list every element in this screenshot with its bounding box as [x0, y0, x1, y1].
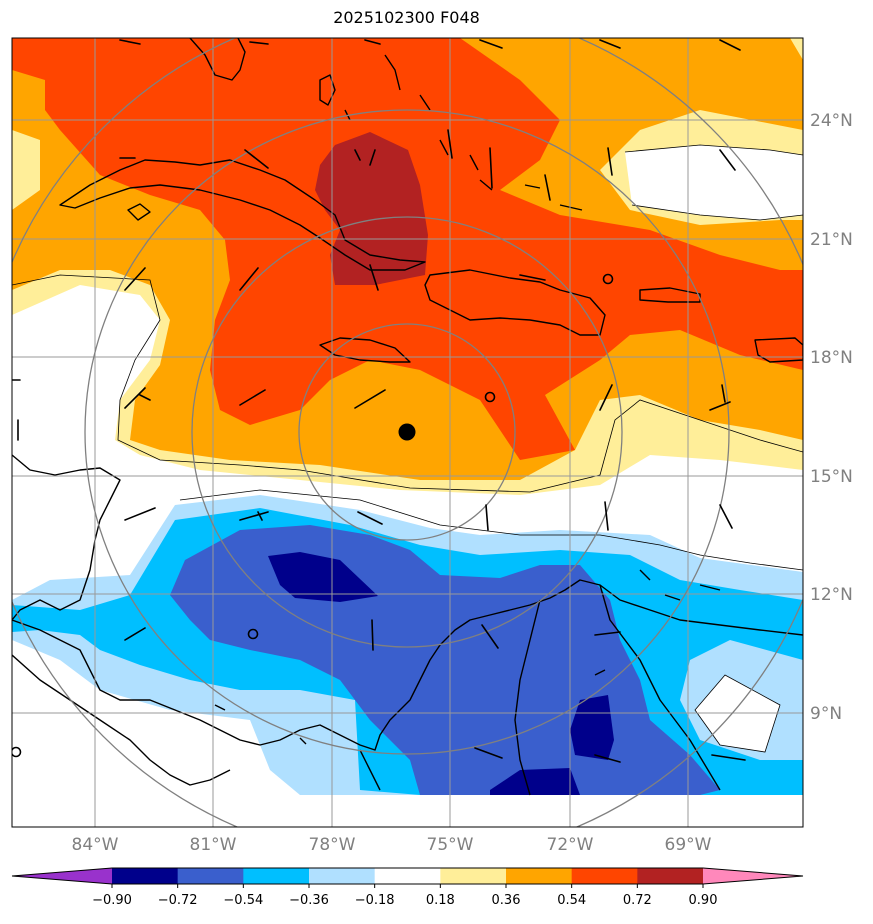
map-fields [12, 38, 803, 827]
calm-markers [12, 273, 614, 758]
colorbar-tick-label: 0.36 [492, 893, 521, 908]
range-rings [12, 38, 803, 827]
colorbar-swatch [637, 868, 704, 884]
lon-label: 69°W [665, 835, 712, 855]
colorbar-swatch [309, 868, 376, 884]
lat-label: 18°N [810, 348, 853, 368]
colorbar-swatch [374, 868, 441, 884]
colorbar-extend-high [703, 868, 803, 884]
colorbar-tick-label: 0.72 [623, 893, 652, 908]
colorbar-tick-label: −0.36 [289, 893, 329, 908]
field-navy [490, 768, 580, 795]
colorbar-swatch [177, 868, 244, 884]
lat-label: 24°N [810, 111, 853, 131]
colorbar-tick-label: 0.54 [557, 893, 586, 908]
field-dark-red [315, 132, 428, 285]
colorbar-tick-label: −0.54 [223, 893, 263, 908]
colorbar-tick-label: −0.90 [92, 893, 132, 908]
map-frame [11, 37, 804, 828]
colorbar: −0.90 −0.72 −0.54 −0.36 −0.18 0.18 0.36 0.54 0.7… [11, 867, 804, 908]
lon-label: 75°W [427, 835, 474, 855]
lat-label: 12°N [810, 585, 853, 605]
lat-label: 21°N [810, 230, 853, 250]
colorbar-swatch [571, 868, 638, 884]
field-white-hole [625, 145, 803, 220]
lon-label: 84°W [72, 835, 119, 855]
lon-label: 72°W [547, 835, 594, 855]
map-title: 2025102300 F048 [333, 8, 480, 27]
lat-label: 9°N [810, 704, 842, 724]
wind-barbs [12, 39, 746, 763]
lon-label: 78°W [309, 835, 356, 855]
colorbar-swatch [440, 868, 507, 884]
colorbar-tick-label: −0.18 [355, 893, 395, 908]
lon-axis-labels: 84°W 81°W 78°W 75°W 72°W 69°W [72, 835, 712, 855]
colorbar-swatch [506, 868, 573, 884]
colorbar-tick-label: −0.72 [158, 893, 198, 908]
colorbar-swatch [112, 868, 179, 884]
field-navy [268, 552, 378, 602]
lon-label: 81°W [190, 835, 237, 855]
field-navy [570, 695, 614, 760]
colorbar-tick-label: 0.18 [426, 893, 455, 908]
colorbar-swatch [243, 868, 310, 884]
thin-contours [12, 144, 803, 753]
gridlines [12, 38, 803, 827]
map-no-data-strip [12, 795, 803, 827]
colorbar-tick-label: 0.90 [689, 893, 718, 908]
colorbar-extend-low [12, 868, 112, 884]
lat-label: 15°N [810, 467, 853, 487]
lat-axis-labels: 24°N 21°N 18°N 15°N 12°N 9°N [810, 111, 853, 724]
storm-center-marker [398, 423, 416, 441]
